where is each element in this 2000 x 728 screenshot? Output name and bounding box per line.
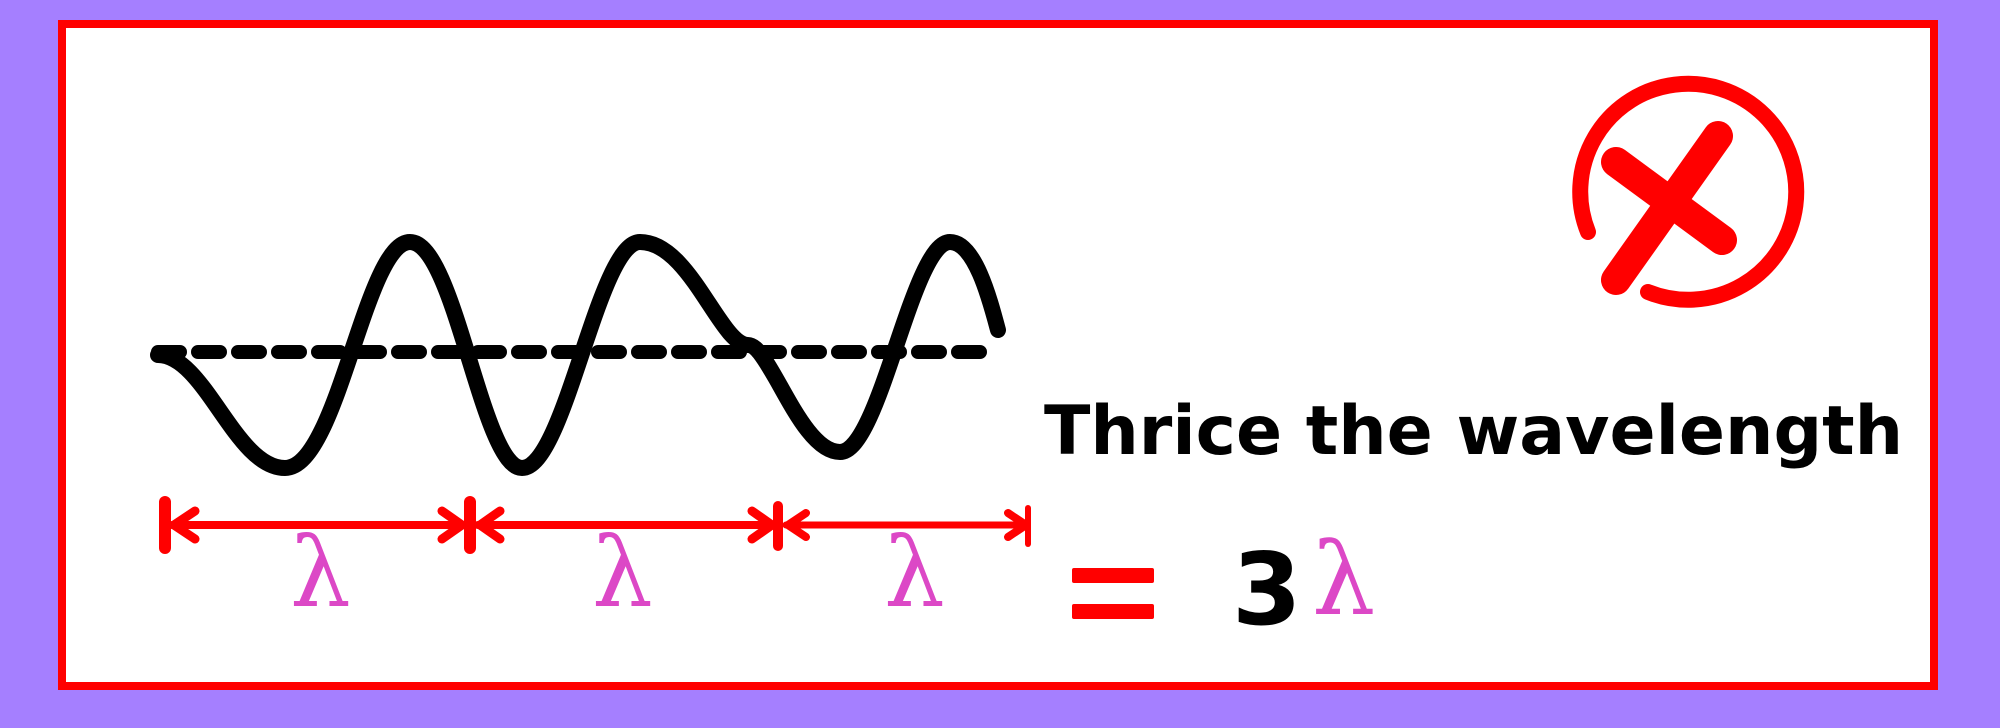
lambda-label-1: λ xyxy=(290,517,351,629)
equals-sign xyxy=(1072,568,1154,620)
wavelength-arrow-3 xyxy=(773,501,1031,551)
wave-curve xyxy=(150,234,1006,476)
caption-text: Thrice the wavelength xyxy=(1044,392,1904,471)
result-number: 3 xyxy=(1232,531,1302,648)
result-lambda: λ xyxy=(1312,521,1376,638)
red-cross-circle-icon xyxy=(1572,75,1805,308)
wavelength-arrow-1 xyxy=(159,496,467,554)
lambda-label-3: λ xyxy=(884,517,945,629)
wavelength-arrow-2 xyxy=(464,496,777,554)
lambda-label-2: λ xyxy=(592,517,653,629)
